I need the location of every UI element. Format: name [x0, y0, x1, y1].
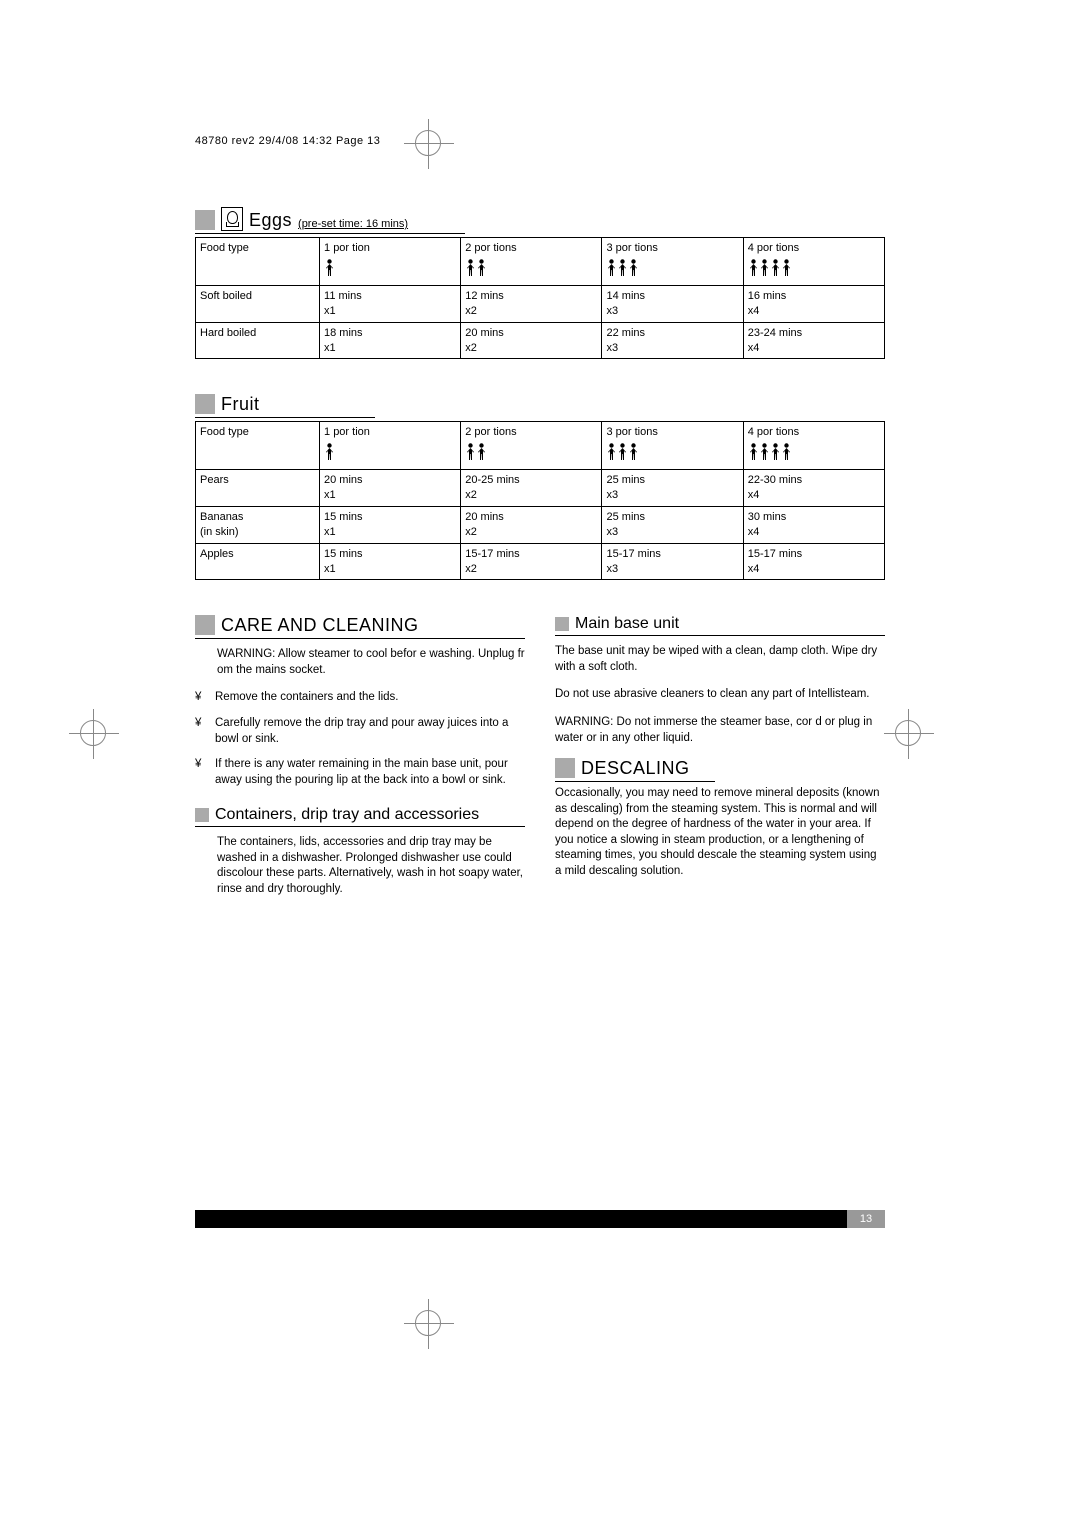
care-warning: WARNING: Allow steamer to cool befor e w…: [217, 647, 525, 678]
food-type-cell: Soft boiled: [196, 286, 320, 323]
egg-icon: [221, 207, 243, 231]
fruit-table: Food type1 por tion2 por tions3 por tion…: [195, 421, 885, 580]
table-header: 3 por tions: [602, 422, 743, 470]
table-row: Apples15 mins x115-17 mins x215-17 mins …: [196, 543, 885, 580]
table-header: 4 por tions: [743, 238, 884, 286]
time-cell: 15 mins x1: [320, 507, 461, 544]
time-cell: 15 mins x1: [320, 543, 461, 580]
time-cell: 16 mins x4: [743, 286, 884, 323]
text-columns: CARE AND CLEANING WARNING: Allow steamer…: [195, 615, 885, 909]
care-title: CARE AND CLEANING: [221, 615, 419, 638]
page-number: 13: [847, 1210, 885, 1228]
bullet-text: Carefully remove the drip tray and pour …: [215, 716, 525, 747]
heading-bullet-icon: [555, 617, 569, 631]
containers-body: The containers, lids, accessories and dr…: [217, 835, 525, 897]
table-row: Pears20 mins x120-25 mins x225 mins x322…: [196, 470, 885, 507]
table-header: Food type: [196, 422, 320, 470]
table-header: 4 por tions: [743, 422, 884, 470]
fruit-title: Fruit: [221, 394, 260, 417]
page-content: 48780 rev2 29/4/08 14:32 Page 13 Eggs (p…: [195, 135, 885, 909]
eggs-heading: Eggs (pre-set time: 16 mins): [195, 207, 465, 234]
time-cell: 25 mins x3: [602, 507, 743, 544]
time-cell: 22-30 mins x4: [743, 470, 884, 507]
bullet-icon: ¥: [195, 716, 205, 747]
descaling-heading: DESCALING: [555, 758, 715, 782]
table-header: 1 por tion: [320, 422, 461, 470]
time-cell: 20-25 mins x2: [461, 470, 602, 507]
time-cell: 23-24 mins x4: [743, 322, 884, 359]
bullet-text: If there is any water remaining in the m…: [215, 757, 525, 788]
base-heading: Main base unit: [555, 615, 885, 636]
containers-title: Containers, drip tray and accessories: [215, 806, 479, 826]
time-cell: 15-17 mins x3: [602, 543, 743, 580]
list-item: ¥ If there is any water remaining in the …: [195, 757, 525, 788]
table-header: 2 por tions: [461, 422, 602, 470]
bullet-text: Remove the containers and the lids.: [215, 690, 398, 706]
left-column: CARE AND CLEANING WARNING: Allow steamer…: [195, 615, 525, 909]
list-item: ¥ Remove the containers and the lids.: [195, 690, 525, 706]
descaling-title: DESCALING: [581, 758, 690, 781]
food-type-cell: Pears: [196, 470, 320, 507]
descaling-body: Occasionally, you may need to remove min…: [555, 786, 885, 879]
person-icon: [606, 443, 738, 464]
base-p2: Do not use abrasive cleaners to clean an…: [555, 687, 885, 703]
person-icon: [606, 259, 738, 280]
base-p1: The base unit may be wiped with a clean,…: [555, 644, 885, 675]
eggs-subtitle: (pre-set time: 16 mins): [298, 218, 408, 233]
bullet-icon: ¥: [195, 757, 205, 788]
containers-heading: Containers, drip tray and accessories: [195, 806, 525, 827]
time-cell: 15-17 mins x2: [461, 543, 602, 580]
eggs-table: Food type1 por tion2 por tions3 por tion…: [195, 237, 885, 359]
time-cell: 15-17 mins x4: [743, 543, 884, 580]
food-type-cell: Hard boiled: [196, 322, 320, 359]
list-item: ¥ Carefully remove the drip tray and pour…: [195, 716, 525, 747]
table-header: 3 por tions: [602, 238, 743, 286]
eggs-title: Eggs: [249, 210, 292, 233]
crop-mark-icon: [895, 720, 921, 746]
crop-mark-icon: [415, 1310, 441, 1336]
table-header: Food type: [196, 238, 320, 286]
person-icon: [748, 259, 880, 280]
time-cell: 30 mins x4: [743, 507, 884, 544]
heading-bullet-icon: [555, 758, 575, 778]
base-title: Main base unit: [575, 615, 679, 635]
heading-bullet-icon: [195, 615, 215, 635]
food-type-cell: Apples: [196, 543, 320, 580]
person-icon: [465, 443, 597, 464]
food-type-cell: Bananas (in skin): [196, 507, 320, 544]
time-cell: 20 mins x2: [461, 322, 602, 359]
fruit-heading: Fruit: [195, 394, 375, 418]
base-p3: WARNING: Do not immerse the steamer base…: [555, 715, 885, 746]
heading-bullet-icon: [195, 210, 215, 230]
crop-mark-icon: [80, 720, 106, 746]
heading-bullet-icon: [195, 808, 209, 822]
right-column: Main base unit The base unit may be wipe…: [555, 615, 885, 909]
document-meta: 48780 rev2 29/4/08 14:32 Page 13: [195, 135, 885, 147]
time-cell: 20 mins x1: [320, 470, 461, 507]
time-cell: 14 mins x3: [602, 286, 743, 323]
time-cell: 22 mins x3: [602, 322, 743, 359]
time-cell: 18 mins x1: [320, 322, 461, 359]
table-row: Bananas (in skin)15 mins x120 mins x225 …: [196, 507, 885, 544]
heading-bullet-icon: [195, 394, 215, 414]
table-row: Hard boiled18 mins x120 mins x222 mins x…: [196, 322, 885, 359]
bullet-icon: ¥: [195, 690, 205, 706]
time-cell: 11 mins x1: [320, 286, 461, 323]
footer-bar: 13: [195, 1210, 885, 1228]
time-cell: 20 mins x2: [461, 507, 602, 544]
person-icon: [324, 443, 456, 464]
time-cell: 25 mins x3: [602, 470, 743, 507]
table-header: 2 por tions: [461, 238, 602, 286]
time-cell: 12 mins x2: [461, 286, 602, 323]
person-icon: [748, 443, 880, 464]
table-row: Soft boiled11 mins x112 mins x214 mins x…: [196, 286, 885, 323]
person-icon: [324, 259, 456, 280]
person-icon: [465, 259, 597, 280]
care-heading: CARE AND CLEANING: [195, 615, 525, 639]
table-header: 1 por tion: [320, 238, 461, 286]
